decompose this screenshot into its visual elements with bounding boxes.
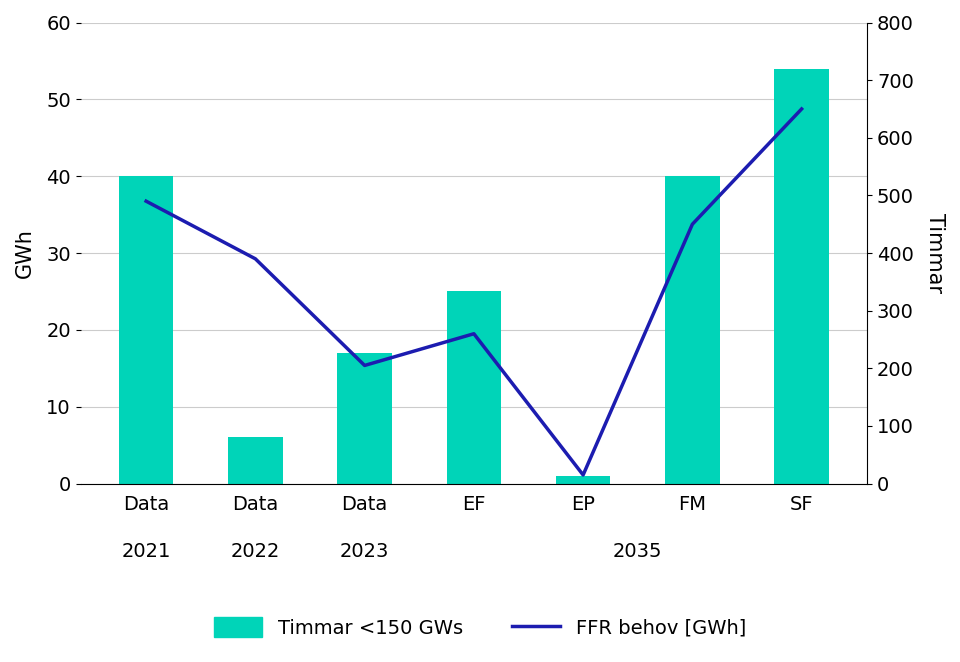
Bar <box>119 176 174 484</box>
Text: 2023: 2023 <box>340 542 390 561</box>
Y-axis label: Timmar: Timmar <box>925 213 945 293</box>
Legend: Timmar <150 GWs, FFR behov [GWh]: Timmar <150 GWs, FFR behov [GWh] <box>206 610 754 645</box>
Bar <box>228 438 282 484</box>
Bar <box>446 291 501 484</box>
Text: 2022: 2022 <box>230 542 280 561</box>
Bar <box>665 176 720 484</box>
Text: 2035: 2035 <box>613 542 662 561</box>
Bar <box>775 69 828 484</box>
Text: 2021: 2021 <box>122 542 171 561</box>
Bar <box>337 353 392 484</box>
Bar <box>556 476 611 484</box>
Y-axis label: GWh: GWh <box>15 228 35 278</box>
